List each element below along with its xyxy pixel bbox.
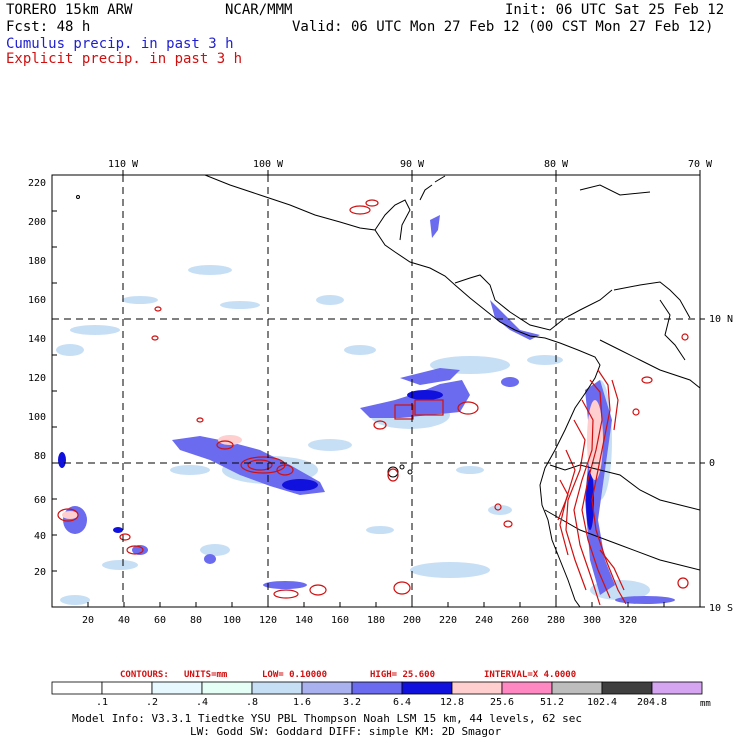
colorbar-unit: mm (700, 699, 711, 709)
y-index-ticks (52, 174, 57, 572)
x-tick-label: 120 (259, 615, 277, 626)
y-tick-label: 220 (28, 178, 46, 189)
colorbar-label: 51.2 (540, 697, 564, 708)
colorbar-label: .2 (146, 697, 158, 708)
contour-units: UNITS=mm (184, 670, 228, 680)
lon-ticks (122, 170, 701, 175)
colorbar-swatch (651, 681, 703, 695)
physics-info: LW: Godd SW: Goddard DIFF: simple KM: 2D… (190, 725, 502, 738)
y-tick-label: 200 (28, 217, 46, 228)
lon-label: 100 W (253, 159, 284, 170)
lon-labels: 110 W 100 W 90 W 80 W 70 W (108, 159, 713, 170)
colorbar-swatch (401, 681, 453, 695)
contour-label: CONTOURS: (120, 670, 169, 680)
x-tick-label: 160 (331, 615, 349, 626)
colorbar-swatch (151, 681, 203, 695)
y-tick-label: 160 (28, 295, 46, 306)
field-title-explicit: Explicit precip. in past 3 h (6, 51, 243, 67)
forecast-hour: Fcst: 48 h (6, 19, 91, 35)
x-index-ticks (87, 602, 665, 607)
colorbar-label: 12.8 (440, 697, 464, 708)
lat-labels: 10 N 0 10 S (709, 314, 733, 614)
contour-high: HIGH= 25.600 (370, 670, 435, 680)
x-tick-label: 20 (82, 615, 94, 626)
light-precip-areas (56, 265, 650, 605)
x-tick-label: 280 (547, 615, 565, 626)
colorbar-label: .4 (196, 697, 208, 708)
colorbar-swatch (301, 681, 353, 695)
explicit-light-areas (62, 400, 603, 519)
colorbar-label: 6.4 (393, 697, 411, 708)
x-tick-label: 100 (223, 615, 241, 626)
y-tick-label: 40 (34, 531, 46, 542)
colorbar-swatch (501, 681, 553, 695)
lon-label: 80 W (544, 159, 569, 170)
y-tick-label: 180 (28, 256, 46, 267)
heavy-precip-areas (58, 390, 594, 533)
contour-low: LOW= 0.10000 (262, 670, 327, 680)
x-tick-label: 220 (439, 615, 457, 626)
moderate-precip-areas (63, 215, 675, 604)
y-tick-label: 80 (34, 451, 46, 462)
contour-interval: INTERVAL=X 4.0000 (484, 670, 576, 680)
lon-label: 90 W (400, 159, 425, 170)
x-tick-label: 80 (190, 615, 202, 626)
y-tick-label: 120 (28, 373, 46, 384)
colorbar-label: 204.8 (637, 697, 667, 708)
lon-label: 70 W (688, 159, 713, 170)
galapagos-islands (76, 195, 413, 478)
colorbar-swatch (601, 681, 653, 695)
lat-label: 10 N (709, 314, 733, 325)
x-tick-label: 320 (619, 615, 637, 626)
x-tick-label: 200 (403, 615, 421, 626)
colorbar-label: .8 (246, 697, 258, 708)
x-tick-label: 180 (367, 615, 385, 626)
x-tick-label: 300 (583, 615, 601, 626)
lat-label: 0 (709, 458, 715, 469)
y-index-labels: 20 40 60 80 100 120 140 160 180 200 220 (28, 178, 46, 578)
x-tick-label: 40 (118, 615, 130, 626)
colorbar-label: 25.6 (490, 697, 514, 708)
contour-info: CONTOURS: UNITS=mm LOW= 0.10000 HIGH= 25… (120, 670, 576, 680)
y-tick-label: 140 (28, 334, 46, 345)
organization: NCAR/MMM (225, 2, 293, 18)
map-content (56, 175, 700, 607)
colorbar-label: 3.2 (343, 697, 361, 708)
colorbar-swatch (351, 681, 403, 695)
x-index-labels: 20 40 60 80 100 120 140 160 180 200 220 … (82, 615, 637, 626)
colorbar-swatch (551, 681, 603, 695)
latlon-grid (52, 175, 700, 607)
y-tick-label: 20 (34, 567, 46, 578)
x-tick-label: 140 (295, 615, 313, 626)
color-bar: .1 .2 .4 .8 1.6 3.2 6.4 12.8 25.6 51.2 102.4 204.8 (51, 681, 703, 708)
colorbar-label: 1.6 (293, 697, 311, 708)
colorbar-swatch (51, 681, 103, 695)
colorbar-swatch (201, 681, 253, 695)
colorbar-swatch (451, 681, 503, 695)
lat-ticks (700, 318, 705, 608)
x-tick-label: 240 (475, 615, 493, 626)
model-name: TORERO 15km ARW (6, 2, 133, 18)
x-tick-label: 260 (511, 615, 529, 626)
x-tick-label: 60 (154, 615, 166, 626)
valid-time: Valid: 06 UTC Mon 27 Feb 12 (00 CST Mon … (292, 19, 714, 35)
y-tick-label: 100 (28, 412, 46, 423)
colorbar-swatch (251, 681, 303, 695)
colorbar-label: .1 (96, 697, 108, 708)
y-tick-label: 60 (34, 495, 46, 506)
init-time: Init: 06 UTC Sat 25 Feb 12 (505, 2, 725, 18)
lat-label: 10 S (709, 603, 733, 614)
lon-label: 110 W (108, 159, 139, 170)
colorbar-label: 102.4 (587, 697, 617, 708)
colorbar-swatch (101, 681, 153, 695)
field-title-cumulus: Cumulus precip. in past 3 h (6, 36, 234, 52)
model-info: Model Info: V3.3.1 Tiedtke YSU PBL Thomp… (72, 712, 582, 725)
